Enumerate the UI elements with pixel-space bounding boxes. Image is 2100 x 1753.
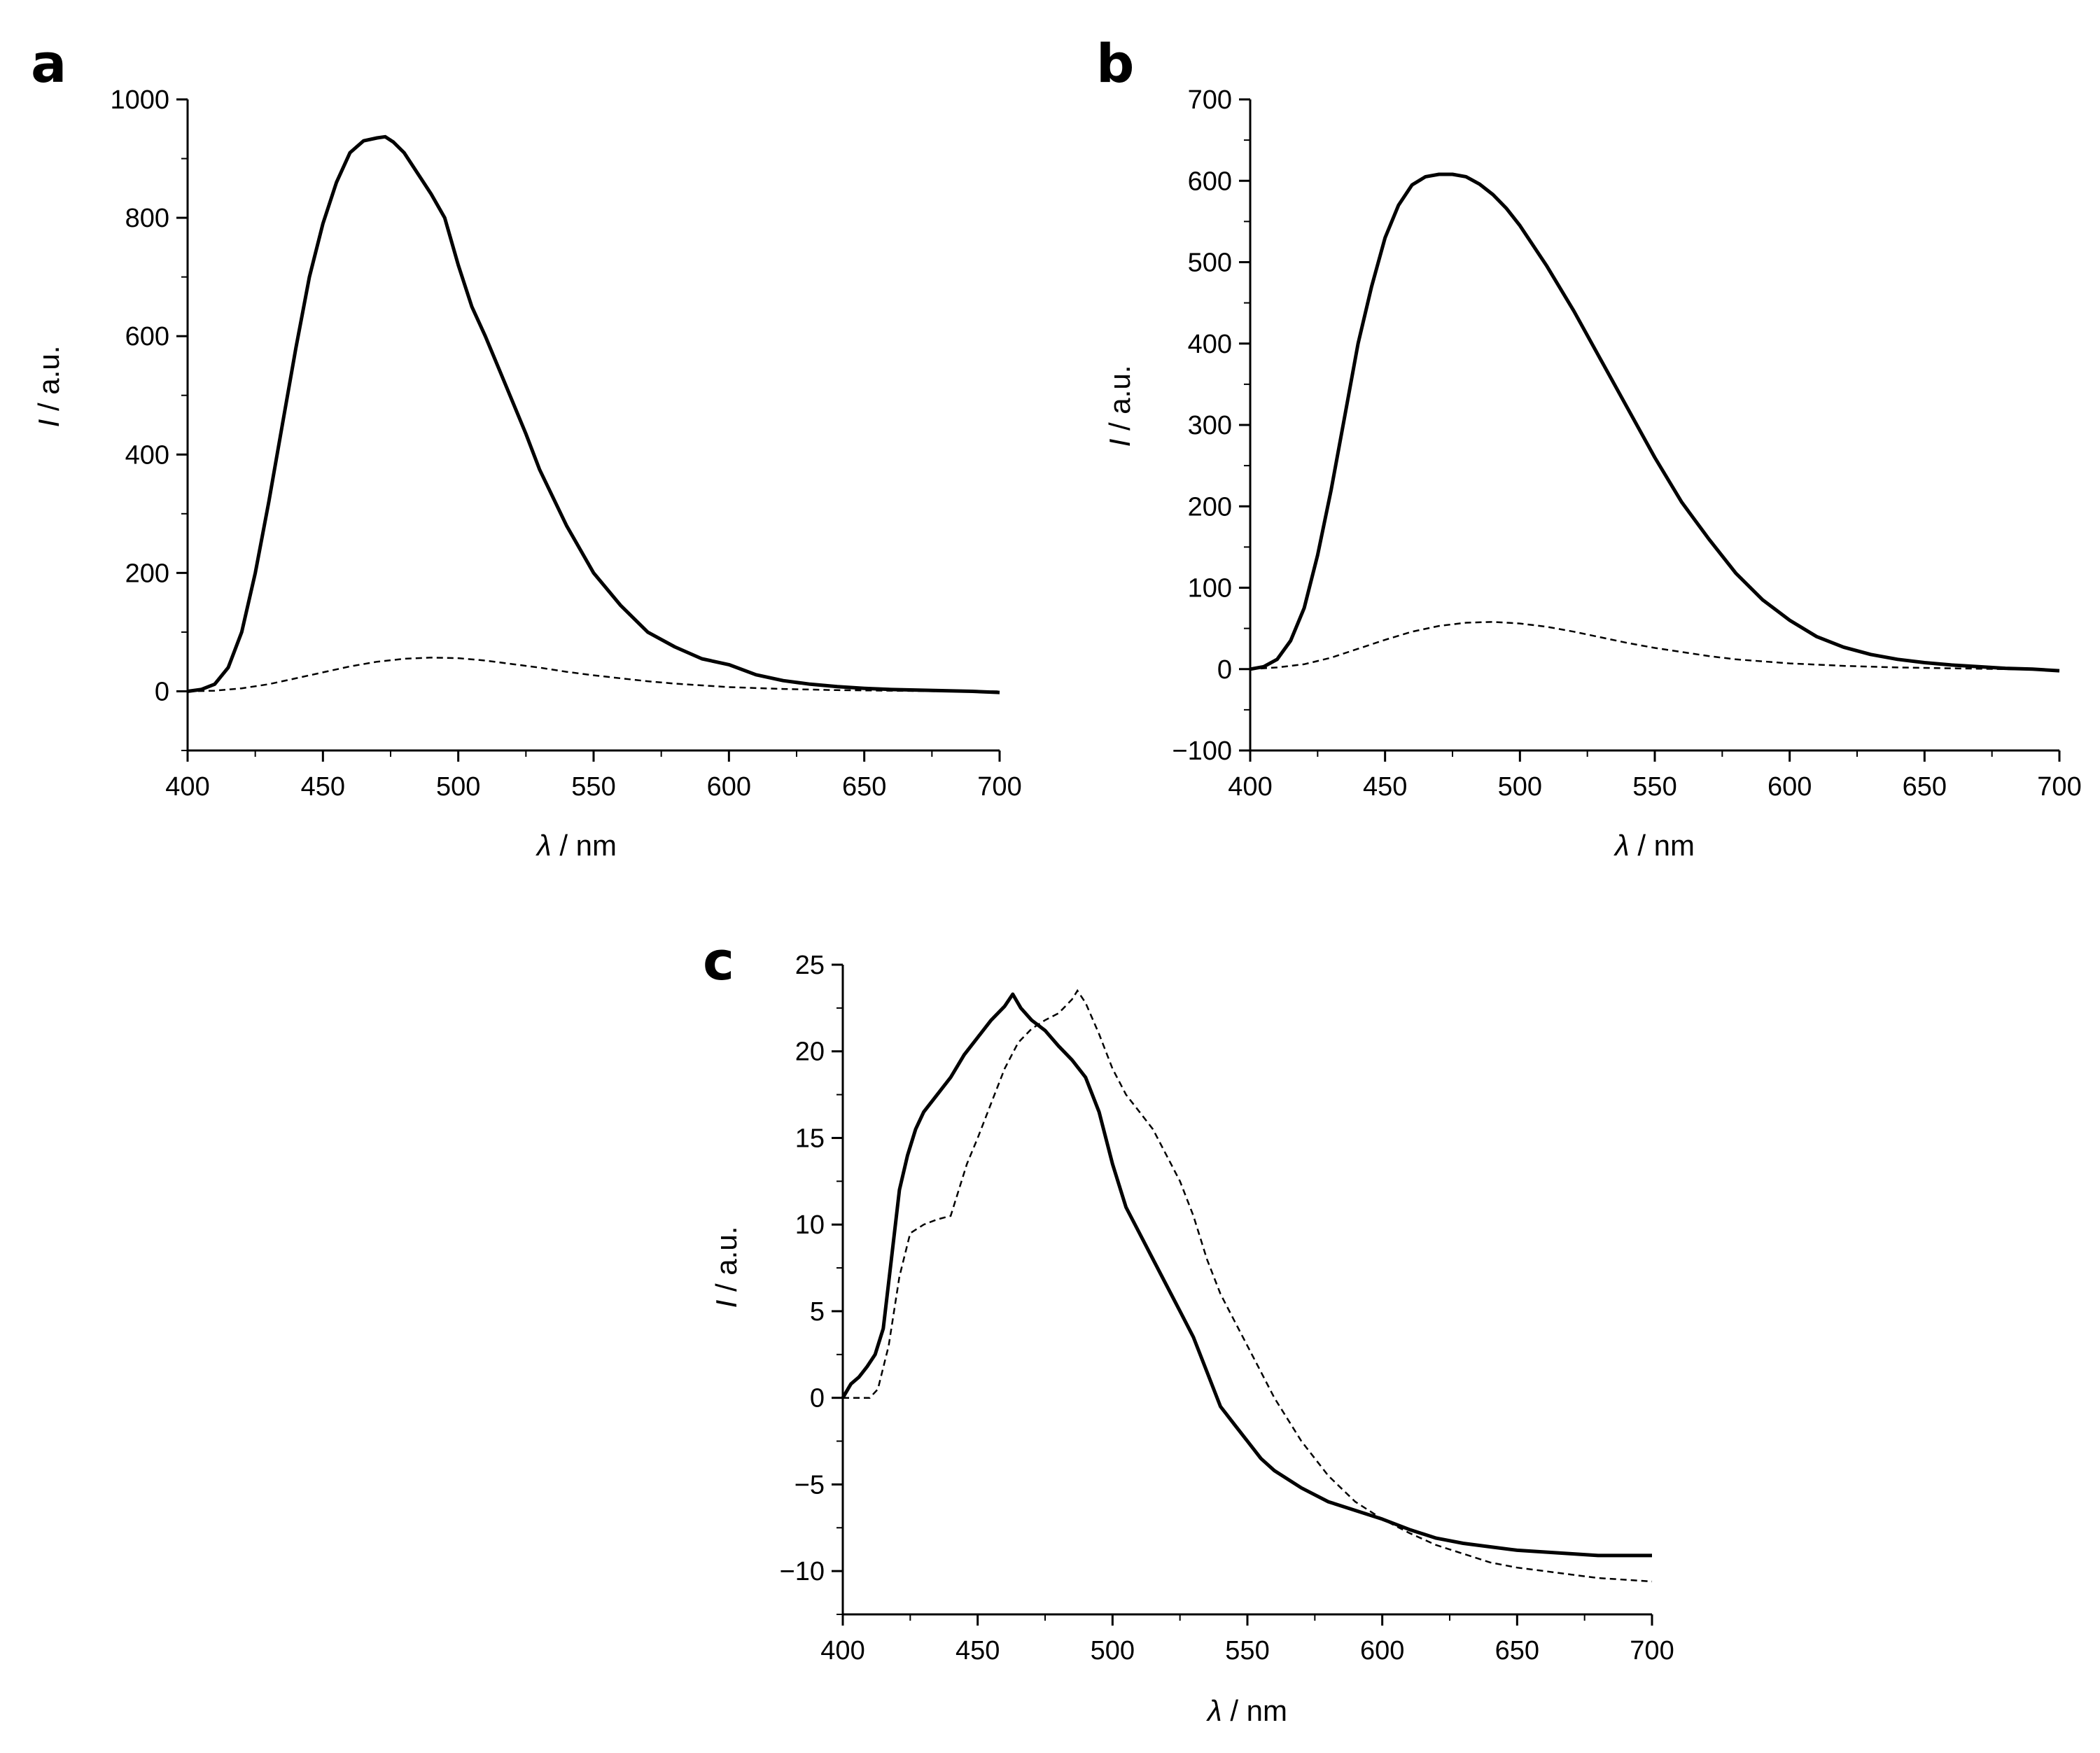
panel-c-y-tick-label: 0 — [810, 1384, 825, 1413]
panel-c-letter: c — [703, 930, 734, 992]
panel-a-x-axis-symbol: λ — [536, 829, 552, 862]
panel-c-y-tick-label: 25 — [795, 951, 825, 980]
panel-a-letter: a — [31, 32, 66, 95]
panel-c-x-tick-label: 650 — [1495, 1636, 1539, 1665]
panel-c-y-axis-label: I / a.u. — [710, 1227, 743, 1308]
panel-b-x-axis-label: λ / nm — [1614, 829, 1695, 862]
panel-a: a 0 200 400 600 800 1000 400 450 500 550 600 650 700… — [31, 32, 1022, 862]
panel-b-series-solid — [1250, 172, 2060, 673]
panel-b-letter: b — [1096, 32, 1134, 95]
panel-b-x-tick-label: 650 — [1903, 772, 1947, 802]
panel-a-series-solid — [187, 134, 1000, 694]
panel-a-x-tick-label: 450 — [301, 772, 345, 802]
panel-c-x-axis-unit: / nm — [1230, 1694, 1287, 1727]
panel-a-x-tick-label: 650 — [842, 772, 886, 802]
panel-a-y-tick-label: 200 — [125, 559, 169, 588]
panel-a-x-tick-label: 600 — [707, 772, 751, 802]
panel-a-y-axis-label: I / a.u. — [32, 346, 65, 428]
panel-c-x-axis-label: λ / nm — [1206, 1694, 1287, 1727]
panel-b-x-axis-unit: / nm — [1637, 829, 1695, 862]
panel-c-x-axis-symbol: λ — [1206, 1694, 1222, 1727]
panel-b: b −100 0 100 200 300 400 500 600 700 400 450 500 550… — [1096, 32, 2082, 862]
panel-b-x-tick-label: 600 — [1768, 772, 1812, 802]
panel-c: c −10 −5 0 5 10 15 20 25 400 450 500 550 600 650 700 λ… — [703, 930, 1674, 1727]
panel-b-x-tick-label: 550 — [1632, 772, 1676, 802]
panel-c-x-tick-label: 500 — [1091, 1636, 1135, 1665]
panel-b-y-tick-label: 600 — [1188, 167, 1232, 196]
panel-a-y-tick-label: 600 — [125, 322, 169, 351]
panel-a-x-axis-unit: / nm — [559, 829, 617, 862]
panel-a-y-tick-label: 1000 — [110, 85, 169, 115]
panel-a-series-dashed — [187, 657, 1000, 692]
panel-b-y-tick-label: −100 — [1172, 736, 1232, 766]
panel-c-y-tick-label: −5 — [794, 1470, 825, 1500]
panel-b-y-axis-symbol: I — [1103, 438, 1136, 447]
panel-b-x-tick-label: 700 — [2037, 772, 2081, 802]
panel-c-y-axis-unit: / a.u. — [710, 1227, 743, 1292]
panel-a-x-tick-label: 700 — [977, 772, 1021, 802]
panel-c-x-tick-label: 550 — [1225, 1636, 1269, 1665]
panel-b-plot: −100 0 100 200 300 400 500 600 700 400 450 500 550 60… — [1172, 85, 2081, 802]
panel-a-x-axis-label: λ / nm — [536, 829, 617, 862]
panel-b-series-dashed — [1250, 621, 2060, 671]
panel-c-series-solid — [841, 992, 1652, 1558]
panel-c-x-tick-label: 700 — [1630, 1636, 1674, 1665]
panel-c-y-tick-label: 15 — [795, 1124, 825, 1153]
panel-b-x-tick-label: 500 — [1498, 772, 1542, 802]
panel-c-y-axis-symbol: I — [710, 1299, 743, 1308]
panel-b-y-tick-label: 200 — [1188, 492, 1232, 522]
panel-b-x-tick-label: 450 — [1363, 772, 1407, 802]
panel-c-y-tick-label: 5 — [810, 1297, 825, 1327]
panel-a-y-axis-symbol: I — [32, 419, 65, 427]
panel-b-y-axis-label: I / a.u. — [1103, 365, 1136, 447]
panel-a-plot: 0 200 400 600 800 1000 400 450 500 550 600 650 700 — [110, 85, 1021, 802]
panel-a-x-tick-label: 550 — [571, 772, 615, 802]
panel-b-y-tick-label: 100 — [1188, 574, 1232, 603]
panel-a-x-tick-label: 400 — [165, 772, 209, 802]
panel-b-x-tick-label: 400 — [1228, 772, 1272, 802]
panel-b-y-tick-label: 300 — [1188, 411, 1232, 440]
panel-c-plot: −10 −5 0 5 10 15 20 25 400 450 500 550 600 650 700 — [780, 951, 1674, 1665]
panel-c-y-tick-label: −10 — [780, 1557, 825, 1586]
panel-c-series-dashed — [843, 989, 1653, 1583]
panel-a-y-tick-label: 0 — [155, 677, 169, 706]
panel-b-x-axis-symbol: λ — [1614, 829, 1630, 862]
panel-c-y-tick-label: 10 — [795, 1210, 825, 1240]
panel-a-y-tick-label: 400 — [125, 440, 169, 470]
panel-b-y-tick-label: 700 — [1188, 85, 1232, 115]
panel-b-y-tick-label: 500 — [1188, 249, 1232, 278]
panel-a-x-tick-label: 500 — [436, 772, 480, 802]
panel-c-x-tick-label: 400 — [820, 1636, 864, 1665]
panel-a-y-tick-label: 800 — [125, 204, 169, 233]
panel-a-y-axis-unit: / a.u. — [32, 346, 65, 411]
panel-b-y-axis-unit: / a.u. — [1103, 365, 1136, 431]
panel-b-y-tick-label: 400 — [1188, 330, 1232, 359]
panel-c-x-tick-label: 450 — [955, 1636, 1000, 1665]
panel-c-y-tick-label: 20 — [795, 1038, 825, 1067]
panel-c-x-tick-label: 600 — [1360, 1636, 1404, 1665]
panel-b-y-tick-label: 0 — [1217, 655, 1232, 685]
